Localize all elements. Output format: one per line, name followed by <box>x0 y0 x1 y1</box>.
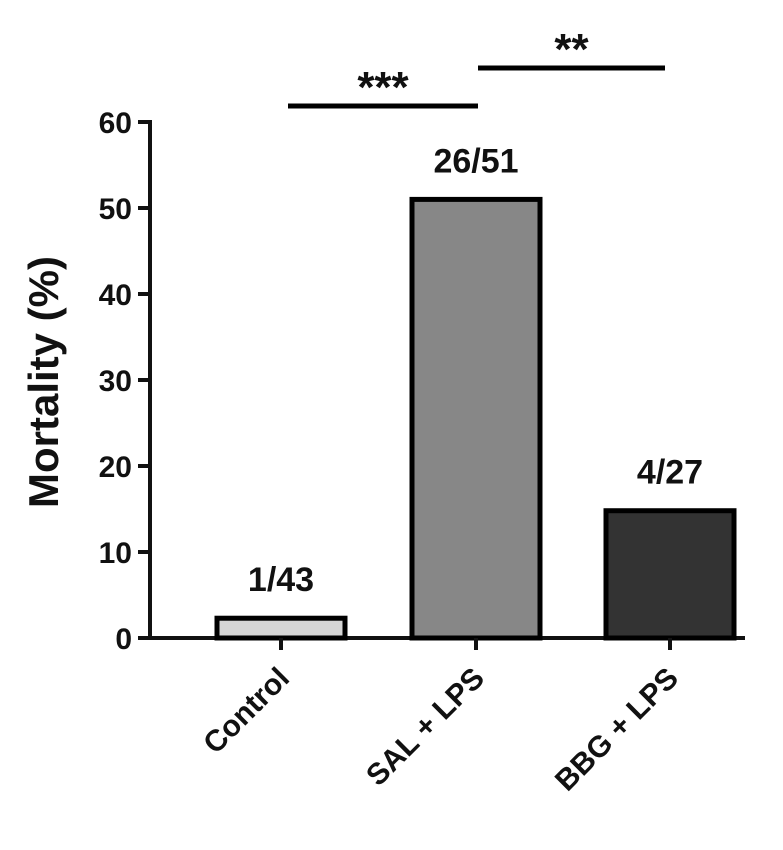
x-tick-label: SAL + LPS <box>360 662 491 793</box>
significance-label: ** <box>554 25 589 74</box>
data-label: 1/43 <box>248 561 314 599</box>
bar-sal-lps <box>409 196 543 641</box>
x-tick-label: BBG + LPS <box>549 662 685 798</box>
y-tick-label: 40 <box>99 279 132 312</box>
y-axis-title: Mortality (%) <box>20 256 67 508</box>
bar-bbg-lps <box>603 508 737 641</box>
y-tick-label: 0 <box>115 623 132 656</box>
y-tick-label: 30 <box>99 365 132 398</box>
data-label: 26/51 <box>433 142 518 180</box>
y-tick-label: 20 <box>99 451 132 484</box>
plot-area: 0 10 20 30 40 50 60 Control 1/43 SAL + LPS 26/51 BB… <box>99 25 745 798</box>
data-label: 4/27 <box>637 454 703 492</box>
y-tick-label: 60 <box>99 107 132 140</box>
bar-control <box>214 615 348 641</box>
x-tick-label: Control <box>197 662 296 761</box>
significance-label: *** <box>357 63 409 112</box>
y-tick-label: 10 <box>99 537 132 570</box>
y-axis-title-group: Mortality (%) <box>20 256 67 508</box>
y-tick-label: 50 <box>99 193 132 226</box>
